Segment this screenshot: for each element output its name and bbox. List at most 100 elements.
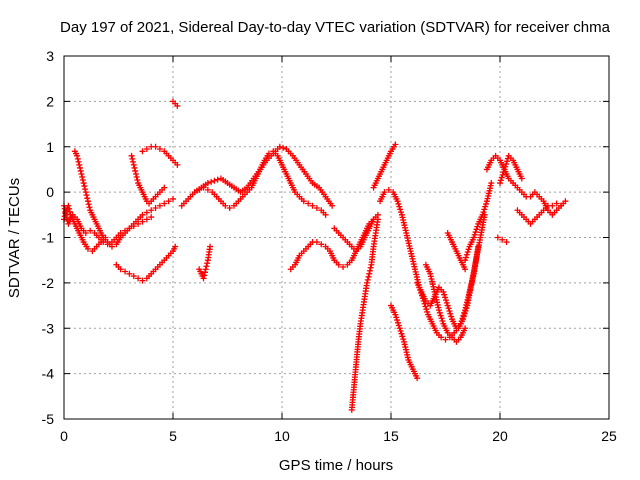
data-point — [61, 213, 68, 220]
data-point — [472, 229, 479, 236]
data-point — [84, 245, 91, 252]
data-point — [143, 146, 150, 153]
data-point — [82, 229, 89, 236]
data-point — [461, 309, 468, 316]
data-point — [501, 166, 508, 173]
data-point — [398, 330, 405, 337]
data-point — [473, 226, 480, 233]
data-point — [156, 146, 163, 153]
data-point — [152, 143, 159, 150]
data-point — [422, 303, 429, 310]
series-s22 — [497, 152, 525, 187]
data-point — [335, 261, 342, 268]
data-point — [503, 160, 510, 167]
data-point — [439, 317, 446, 324]
y-tick-label: 0 — [46, 184, 54, 200]
data-point — [313, 205, 320, 212]
data-point — [201, 272, 208, 279]
data-point — [130, 273, 137, 280]
data-point — [503, 239, 510, 246]
series-s8 — [178, 148, 329, 218]
data-point — [423, 306, 430, 313]
data-point — [82, 186, 89, 193]
y-tick-label: -4 — [42, 366, 55, 382]
data-point — [460, 312, 467, 319]
data-point — [226, 205, 233, 212]
y-tick-label: -5 — [42, 411, 55, 427]
data-point — [385, 186, 392, 193]
data-point — [139, 277, 146, 284]
data-point — [87, 227, 94, 234]
data-point — [143, 209, 150, 216]
data-point — [499, 236, 506, 243]
x-tick-label: 5 — [169, 428, 177, 444]
data-point — [139, 148, 146, 155]
series-s18 — [422, 261, 469, 345]
data-point — [309, 202, 316, 209]
data-point — [134, 177, 141, 184]
data-point — [139, 211, 146, 218]
data-point — [502, 163, 509, 170]
data-point — [438, 334, 445, 341]
series-s20 — [462, 180, 495, 264]
data-point — [481, 206, 488, 213]
data-point — [80, 180, 87, 187]
data-point — [129, 155, 136, 162]
data-point — [442, 297, 449, 304]
data-point — [464, 249, 471, 256]
y-tick-label: 3 — [46, 48, 54, 64]
data-point — [424, 308, 431, 315]
data-point — [447, 310, 454, 317]
data-point — [300, 198, 307, 205]
data-point — [436, 309, 443, 316]
data-point — [74, 152, 81, 159]
data-point — [130, 158, 137, 165]
data-point — [214, 176, 221, 183]
series-s11 — [287, 211, 381, 273]
data-point — [442, 336, 449, 343]
data-point — [367, 264, 374, 271]
data-point — [84, 198, 91, 205]
data-point — [462, 254, 469, 261]
data-point — [366, 270, 373, 277]
data-point — [440, 288, 447, 295]
data-point — [462, 266, 469, 273]
data-point — [442, 294, 449, 301]
y-tick-label: -1 — [42, 230, 55, 246]
data-point — [204, 260, 211, 267]
data-point — [340, 263, 347, 270]
data-point — [494, 234, 501, 241]
data-point — [497, 177, 504, 184]
data-point — [152, 205, 159, 212]
data-point — [128, 152, 135, 159]
data-point — [135, 220, 142, 227]
y-tick-label: -2 — [42, 275, 55, 291]
data-point — [463, 251, 470, 258]
data-point — [398, 209, 405, 216]
data-point — [126, 270, 133, 277]
x-tick-label: 15 — [383, 428, 399, 444]
data-point — [102, 234, 109, 241]
data-point — [395, 322, 402, 329]
data-point — [480, 209, 487, 216]
series-s14 — [370, 141, 399, 191]
data-point — [78, 170, 85, 177]
data-point — [414, 375, 421, 382]
series-s12 — [331, 216, 377, 255]
data-point — [126, 225, 133, 232]
data-point — [488, 180, 495, 187]
data-point — [318, 241, 325, 248]
data-point — [174, 161, 181, 168]
data-point — [172, 243, 179, 250]
data-point — [441, 291, 448, 298]
data-point — [170, 195, 176, 202]
data-point — [132, 167, 139, 174]
data-point — [364, 276, 371, 283]
data-point — [211, 177, 218, 184]
data-point — [396, 203, 403, 210]
data-point — [479, 211, 486, 218]
series-s2 — [71, 148, 155, 250]
data-point — [394, 198, 401, 205]
data-point — [133, 174, 140, 180]
data-point — [130, 161, 137, 168]
